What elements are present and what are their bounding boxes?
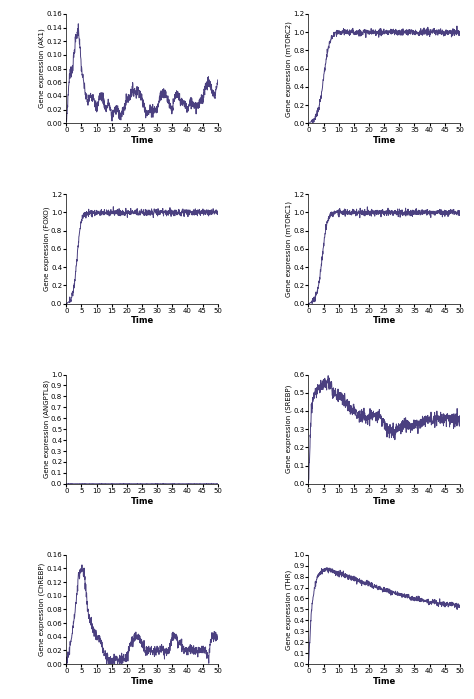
X-axis label: Time: Time (130, 317, 154, 326)
X-axis label: Time: Time (130, 497, 154, 505)
Y-axis label: Gene expression (THR): Gene expression (THR) (285, 569, 292, 649)
X-axis label: Time: Time (130, 136, 154, 145)
Y-axis label: Gene expression (mTORC1): Gene expression (mTORC1) (285, 201, 292, 297)
Y-axis label: Gene expression (FOXO): Gene expression (FOXO) (43, 207, 50, 291)
X-axis label: Time: Time (373, 136, 396, 145)
X-axis label: Time: Time (373, 677, 396, 686)
X-axis label: Time: Time (130, 677, 154, 686)
Y-axis label: Gene expression (ChREBP): Gene expression (ChREBP) (38, 563, 45, 656)
X-axis label: Time: Time (373, 497, 396, 505)
Y-axis label: Gene expression (SREBP): Gene expression (SREBP) (285, 385, 292, 473)
Y-axis label: Gene expression (mTORC2): Gene expression (mTORC2) (285, 21, 292, 117)
X-axis label: Time: Time (373, 317, 396, 326)
Y-axis label: Gene expression (AK1): Gene expression (AK1) (38, 29, 45, 108)
Y-axis label: Gene expression (ANGPTL8): Gene expression (ANGPTL8) (43, 380, 50, 478)
